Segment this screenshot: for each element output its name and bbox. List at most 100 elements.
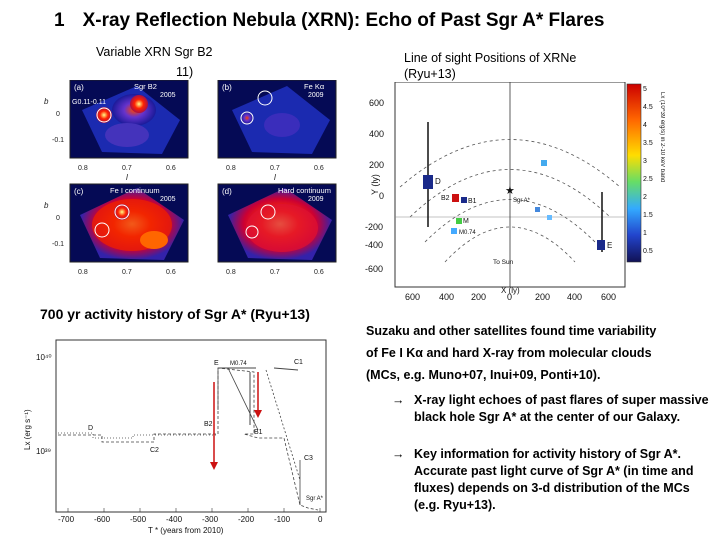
x-tick-a-1: 0.8 — [78, 165, 88, 172]
cbar-tick-05: 0.5 — [643, 248, 653, 255]
panel-a — [69, 79, 189, 159]
y-axis-label-c: b — [44, 201, 49, 210]
down-arrow-b2 — [210, 462, 218, 470]
hist-label-e: E — [214, 360, 219, 367]
slide-title: 1 X-ray Reflection Nebula (XRN): Echo of … — [54, 10, 604, 32]
xrn-image-figure: (a) (b) (c) (d) Sgr B2 Fe Kα Fe I contin… — [42, 79, 342, 276]
colorbar-label: Lx (10^39 erg/s) in 2-10 keV band — [659, 92, 665, 182]
panel-b-name: Fe Kα — [304, 82, 325, 91]
x-tick-d-2: 0.7 — [270, 269, 280, 275]
cbar-tick-15: 1.5 — [643, 212, 653, 219]
marker-m — [456, 218, 462, 224]
x-tick-c-2: 0.7 — [122, 269, 132, 275]
cbar-tick-1: 1 — [643, 230, 647, 237]
history-figure: D C2 B2 E M0.74 B1 C1 C3 Sgr A* 10⁴⁰ 10³… — [18, 330, 338, 535]
marker-b1 — [461, 197, 467, 203]
x-tick-200-right: 200 — [535, 292, 550, 302]
label-to-sun: To Sun — [493, 259, 514, 266]
marker-b2 — [452, 194, 459, 202]
right-figure-title-line2: (Ryu+13) — [404, 67, 456, 81]
x-tick-d-1: 0.8 — [226, 269, 236, 275]
hist-label-b2: B2 — [204, 421, 213, 428]
panel-d-year: 2009 — [308, 196, 324, 203]
y-tick-a-2: -0.1 — [52, 137, 64, 144]
hist-x-tick-500: -500 — [130, 515, 147, 524]
colorbar — [626, 83, 642, 263]
para-line-3: (MCs, e.g. Muno+07, Inui+09, Ponti+10). — [366, 368, 601, 382]
marker-e — [597, 240, 605, 250]
x-tick-200-left: 200 — [471, 292, 486, 302]
label-m: M — [463, 218, 469, 225]
x-tick-0: 0 — [507, 292, 512, 302]
x-axis-label: X (ly) — [501, 286, 520, 295]
x-tick-c-1: 0.8 — [78, 269, 88, 275]
x-tick-a-3: 0.6 — [166, 165, 176, 172]
hist-y-label: Lx (erg s⁻¹) — [23, 409, 32, 450]
x-tick-400-left: 400 — [439, 292, 454, 302]
hist-label-b1: B1 — [254, 429, 263, 436]
x-axis-label-a: l — [126, 173, 128, 182]
bullet-text-1: X-ray light echoes of past flares of sup… — [414, 393, 709, 424]
panel-d — [217, 183, 337, 263]
arrow-right-icon: → — [392, 393, 405, 407]
label-e: E — [607, 241, 612, 250]
hist-x-label: T * (years from 2010) — [148, 526, 224, 535]
down-arrow-m074 — [254, 410, 262, 418]
xrn-image-grid: (a) (b) (c) (d) Sgr B2 Fe Kα Fe I contin… — [44, 79, 337, 276]
slide-title-text: X-ray Reflection Nebula (XRN): Echo of P… — [82, 10, 605, 31]
hist-x-tick-300: -300 — [202, 515, 219, 524]
cbar-tick-4: 4 — [643, 122, 647, 129]
y-tick-m200: -200 — [365, 222, 383, 232]
panel-d-label: (d) — [222, 187, 232, 196]
panel-b — [217, 79, 337, 159]
label-m074: M0.74 — [459, 230, 476, 236]
label-sgra: Sgr A* — [513, 198, 531, 204]
los-position-plot: ★ D B2 B1 M M0.74 E Sgr A* To Sun 600 40… — [365, 81, 665, 302]
label-b2: B2 — [441, 195, 450, 202]
body-paragraph: Suzaku and other satellites found time v… — [366, 320, 716, 386]
para-line-2: of Fe I Kα and hard X-ray from molecular… — [366, 346, 652, 360]
marker-m074 — [451, 228, 457, 234]
panel-a-name: Sgr B2 — [134, 82, 157, 91]
y-tick-400: 400 — [369, 129, 384, 139]
hist-label-c3: C3 — [304, 455, 313, 462]
hist-label-c1: C1 — [294, 359, 303, 366]
y-tick-200: 200 — [369, 160, 384, 170]
y-axis-label-a: b — [44, 97, 49, 106]
hist-x-tick-0: 0 — [318, 515, 323, 524]
cbar-tick-35: 3.5 — [643, 140, 653, 147]
hist-label-c2: C2 — [150, 447, 159, 454]
panel-a-year: 2005 — [160, 92, 176, 99]
marker-d — [423, 175, 433, 189]
x-tick-600-right: 600 — [601, 292, 616, 302]
hist-label-sgra: Sgr A* — [306, 496, 324, 502]
panel-c — [69, 183, 189, 263]
hist-y-tick-40: 10⁴⁰ — [36, 353, 52, 362]
x-tick-a-2: 0.7 — [122, 165, 132, 172]
y-tick-c-2: -0.1 — [52, 241, 64, 248]
y-tick-m400: -400 — [365, 240, 383, 250]
panel-a-label: (a) — [74, 83, 84, 92]
y-tick-0: 0 — [379, 191, 384, 201]
right-figure-title-line1: Line of sight Positions of XRNe — [404, 51, 577, 65]
panel-b-label: (b) — [222, 83, 232, 92]
x-tick-400-right: 400 — [567, 292, 582, 302]
hist-x-tick-700: -700 — [58, 515, 75, 524]
y-tick-a-1: 0 — [56, 111, 60, 118]
y-tick-600: 600 — [369, 98, 384, 108]
history-plot: D C2 B2 E M0.74 B1 C1 C3 Sgr A* 10⁴⁰ 10³… — [23, 339, 327, 535]
para-line-1: Suzaku and other satellites found time v… — [366, 324, 657, 338]
marker-c2 — [535, 207, 540, 212]
marker-c1 — [541, 160, 547, 166]
hist-label-d: D — [88, 425, 93, 432]
cbar-tick-3: 3 — [643, 158, 647, 165]
panel-b-year: 2009 — [308, 92, 324, 99]
cbar-tick-25: 2.5 — [643, 176, 653, 183]
hist-x-tick-200: -200 — [238, 515, 255, 524]
x-tick-b-2: 0.7 — [270, 165, 280, 172]
hist-label-m074: M0.74 — [230, 361, 247, 367]
panel-c-year: 2005 — [160, 196, 176, 203]
marker-c3 — [547, 215, 552, 220]
x-tick-600-left: 600 — [405, 292, 420, 302]
cbar-tick-45: 4.5 — [643, 104, 653, 111]
